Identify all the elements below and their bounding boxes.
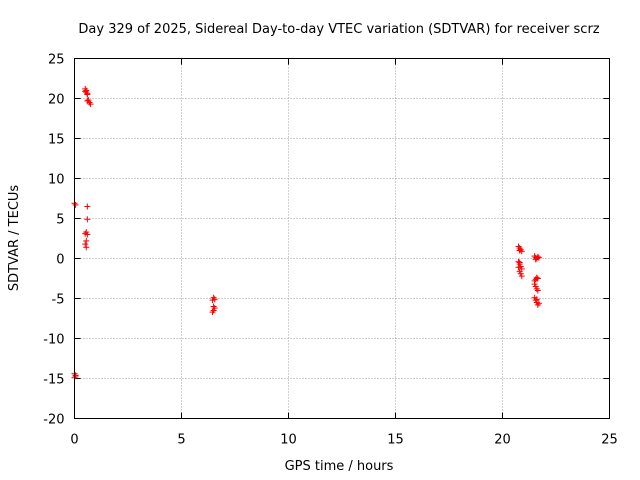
- x-tick-label: 5: [177, 433, 185, 448]
- x-tick-label: 10: [280, 433, 297, 448]
- y-tick-label: 15: [48, 133, 65, 148]
- y-tick-label: 20: [48, 93, 65, 108]
- data-points: [71, 85, 542, 381]
- chart-title: Day 329 of 2025, Sidereal Day-to-day VTE…: [78, 22, 599, 37]
- tick-layer: [74, 58, 610, 419]
- data-point: [534, 287, 541, 294]
- y-tick-label: -20: [43, 413, 64, 428]
- data-point: [515, 264, 522, 271]
- y-tick-label: -10: [43, 333, 64, 348]
- y-tick-label: 25: [48, 53, 65, 68]
- x-tick-label: 25: [601, 433, 618, 448]
- y-axis-label: SDTVAR / TECUs: [7, 185, 22, 292]
- data-point: [84, 90, 91, 97]
- y-tick-label: 0: [56, 253, 64, 268]
- data-point: [82, 241, 89, 248]
- data-point: [209, 309, 216, 316]
- data-point: [535, 254, 542, 261]
- y-tick-label: 5: [56, 213, 64, 228]
- data-point: [516, 247, 523, 254]
- x-tick-label: 15: [387, 433, 404, 448]
- x-tick-label: 20: [494, 433, 511, 448]
- data-point: [83, 237, 90, 244]
- plot-frame: [74, 58, 610, 419]
- data-point: [516, 259, 523, 266]
- grid-layer: [74, 58, 610, 419]
- y-tick-label: -5: [52, 293, 65, 308]
- data-point: [72, 372, 79, 379]
- data-point: [84, 203, 91, 210]
- x-axis-label: GPS time / hours: [285, 459, 394, 474]
- data-point: [84, 231, 91, 238]
- data-point: [518, 273, 525, 280]
- data-point: [535, 300, 542, 307]
- data-point: [83, 244, 90, 251]
- data-point: [534, 275, 541, 282]
- data-point: [533, 296, 540, 303]
- data-point: [87, 101, 94, 108]
- data-point: [84, 97, 91, 104]
- data-point: [533, 274, 540, 281]
- y-tick-label: 10: [48, 173, 65, 188]
- data-point: [532, 256, 539, 263]
- data-point: [83, 87, 90, 94]
- tick-label-layer: 0 5 10 15 20 25 -20 -15 -10 -5 0 5 10 15 20 25: [43, 53, 618, 448]
- data-point: [72, 201, 79, 208]
- y-tick-label: -15: [43, 373, 64, 388]
- data-point: [209, 297, 216, 304]
- x-tick-label: 0: [70, 433, 78, 448]
- data-point: [84, 216, 91, 223]
